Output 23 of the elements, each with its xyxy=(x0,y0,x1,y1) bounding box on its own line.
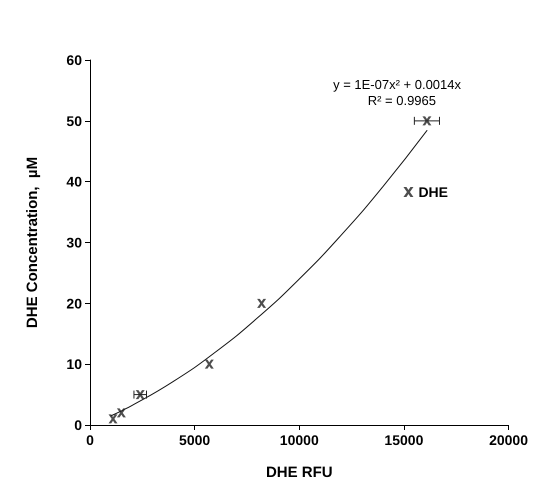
x-tick-label: 15000 xyxy=(384,432,424,448)
y-tick-label: 50 xyxy=(66,112,82,129)
y-tick-label: 60 xyxy=(66,52,82,68)
point xyxy=(204,360,214,369)
point xyxy=(136,390,145,400)
x-tick-label: 20000 xyxy=(489,432,528,448)
y-tick-label: 0 xyxy=(74,417,82,433)
annotation: y = 1E-07x² + 0.0014x xyxy=(333,77,462,92)
point xyxy=(108,414,118,424)
y-tick-label: 10 xyxy=(66,356,82,372)
x-axis-title: DHE RFU xyxy=(266,464,333,481)
legend-label: DHE xyxy=(418,184,448,200)
y-axis-title: DHE Concentration, µM xyxy=(24,156,41,328)
x-tick-label: 5000 xyxy=(179,432,210,448)
y-tick-label: 30 xyxy=(66,234,82,250)
y-tick-label: 40 xyxy=(66,174,82,190)
point xyxy=(257,298,266,308)
x-tick-label: 0 xyxy=(86,432,94,448)
annotation: R² = 0.9965 xyxy=(368,93,436,108)
point xyxy=(116,408,126,418)
x-tick-label: 10000 xyxy=(280,432,319,448)
point xyxy=(422,116,432,126)
y-tick-label: 20 xyxy=(66,295,82,312)
